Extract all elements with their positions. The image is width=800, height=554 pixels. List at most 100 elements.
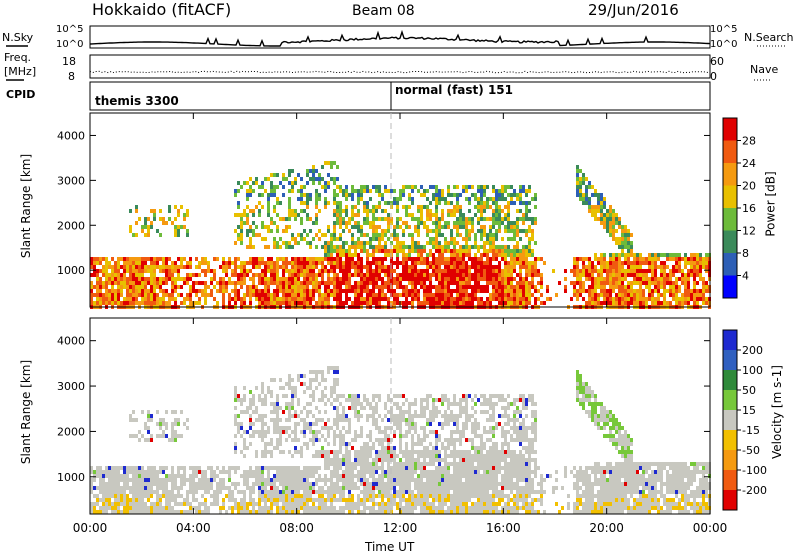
scatter-cell xyxy=(336,470,339,474)
scatter-cell xyxy=(639,301,642,305)
scatter-cell xyxy=(120,277,123,281)
scatter-cell xyxy=(246,233,249,237)
scatter-cell xyxy=(216,281,219,285)
scatter-cell xyxy=(441,249,444,253)
scatter-cell xyxy=(459,221,462,225)
scatter-cell xyxy=(189,466,192,470)
scatter-cell xyxy=(177,510,180,514)
scatter-cell xyxy=(291,378,294,382)
scatter-cell xyxy=(294,470,297,474)
scatter-cell xyxy=(375,209,378,213)
scatter-cell xyxy=(435,197,438,201)
scatter-cell xyxy=(327,257,330,261)
scatter-cell xyxy=(150,285,153,289)
scatter-cell xyxy=(150,277,153,281)
scatter-cell xyxy=(702,293,705,297)
scatter-cell xyxy=(321,269,324,273)
scatter-cell xyxy=(132,257,135,261)
scatter-cell xyxy=(306,446,309,450)
scatter-cell xyxy=(252,394,255,398)
scatter-cell xyxy=(135,233,138,237)
scatter-cell xyxy=(399,189,402,193)
scatter-cell xyxy=(462,225,465,229)
scatter-cell xyxy=(192,289,195,293)
scatter-cell xyxy=(396,297,399,301)
scatter-cell xyxy=(336,434,339,438)
scatter-cell xyxy=(408,265,411,269)
scatter-cell xyxy=(276,430,279,434)
scatter-cell xyxy=(375,458,378,462)
scatter-cell xyxy=(186,229,189,233)
scatter-cell xyxy=(693,273,696,277)
scatter-cell xyxy=(693,301,696,305)
scatter-cell xyxy=(342,506,345,510)
scatter-cell xyxy=(330,165,333,169)
station-title: Hokkaido (fitACF) xyxy=(92,0,232,19)
scatter-cell xyxy=(462,237,465,241)
scatter-cell xyxy=(609,253,612,257)
scatter-cell xyxy=(195,474,198,478)
scatter-cell xyxy=(450,249,453,253)
scatter-cell xyxy=(234,450,237,454)
scatter-cell xyxy=(222,498,225,502)
scatter-cell xyxy=(270,185,273,189)
scatter-cell xyxy=(489,273,492,277)
scatter-cell xyxy=(636,293,639,297)
scatter-cell xyxy=(657,293,660,297)
scatter-cell xyxy=(144,510,147,514)
scatter-cell xyxy=(396,205,399,209)
scatter-cell xyxy=(639,281,642,285)
scatter-cell xyxy=(141,466,144,470)
scatter-cell xyxy=(273,378,276,382)
scatter-cell xyxy=(240,237,243,241)
scatter-cell xyxy=(366,434,369,438)
scatter-cell xyxy=(339,297,342,301)
scatter-cell xyxy=(582,285,585,289)
scatter-cell xyxy=(360,277,363,281)
scatter-cell xyxy=(327,370,330,374)
scatter-cell xyxy=(273,269,276,273)
scatter-cell xyxy=(288,197,291,201)
scatter-cell xyxy=(636,273,639,277)
scatter-cell xyxy=(240,273,243,277)
scatter-cell xyxy=(141,265,144,269)
scatter-cell xyxy=(339,225,342,229)
scatter-cell xyxy=(297,297,300,301)
scatter-cell xyxy=(141,225,144,229)
scatter-cell xyxy=(150,494,153,498)
scatter-cell xyxy=(303,374,306,378)
scatter-cell xyxy=(360,273,363,277)
scatter-cell xyxy=(348,486,351,490)
scatter-cell xyxy=(93,257,96,261)
scatter-cell xyxy=(402,273,405,277)
scatter-cell xyxy=(210,281,213,285)
scatter-cell xyxy=(591,285,594,289)
scatter-cell xyxy=(234,257,237,261)
scatter-cell xyxy=(474,265,477,269)
scatter-cell xyxy=(363,209,366,213)
scatter-cell xyxy=(390,454,393,458)
scatter-cell xyxy=(486,261,489,265)
scatter-cell xyxy=(282,257,285,261)
scatter-cell xyxy=(675,281,678,285)
scatter-cell xyxy=(150,293,153,297)
scatter-cell xyxy=(372,217,375,221)
scatter-cell xyxy=(204,281,207,285)
scatter-cell xyxy=(381,217,384,221)
scatter-cell xyxy=(378,482,381,486)
scatter-cell xyxy=(480,213,483,217)
scatter-cell xyxy=(291,482,294,486)
scatter-cell xyxy=(345,189,348,193)
scatter-cell xyxy=(261,293,264,297)
scatter-cell xyxy=(294,482,297,486)
scatter-cell xyxy=(363,249,366,253)
scatter-cell xyxy=(351,438,354,442)
scatter-cell xyxy=(624,229,627,233)
scatter-cell xyxy=(132,466,135,470)
scatter-cell xyxy=(405,185,408,189)
scatter-cell xyxy=(666,257,669,261)
scatter-cell xyxy=(252,398,255,402)
scatter-cell xyxy=(600,213,603,217)
scatter-cell xyxy=(396,285,399,289)
scatter-cell xyxy=(357,261,360,265)
